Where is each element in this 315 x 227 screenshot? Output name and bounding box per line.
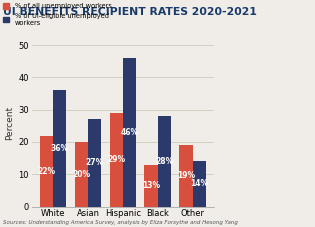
Text: 28%: 28%	[155, 157, 174, 166]
Text: 19%: 19%	[177, 171, 195, 180]
Bar	[123, 58, 136, 207]
Bar	[88, 119, 101, 207]
Bar	[53, 90, 66, 207]
Text: Sources: Understanding America Survey, analysis by Eliza Forsythe and Hesong Yan: Sources: Understanding America Survey, a…	[3, 220, 238, 225]
Text: 46%: 46%	[120, 128, 139, 137]
Text: UI BENEFITS RECIPIENT RATES 2020-2021: UI BENEFITS RECIPIENT RATES 2020-2021	[3, 7, 257, 17]
Text: 14%: 14%	[190, 180, 208, 188]
Bar	[40, 136, 53, 207]
Bar	[193, 161, 206, 207]
Bar	[158, 116, 171, 207]
Text: 22%: 22%	[37, 167, 55, 175]
Text: 29%: 29%	[107, 155, 125, 164]
Legend: % of all unemployed workers, % of UI-eligible unemployed
workers: % of all unemployed workers, % of UI-eli…	[3, 3, 112, 26]
Bar	[179, 145, 193, 207]
Bar	[110, 113, 123, 207]
Text: 20%: 20%	[72, 170, 90, 179]
Text: 13%: 13%	[142, 181, 160, 190]
Bar	[145, 165, 158, 207]
Text: 27%: 27%	[85, 158, 104, 168]
Text: 36%: 36%	[51, 144, 69, 153]
Bar	[75, 142, 88, 207]
Y-axis label: Percent: Percent	[5, 106, 14, 140]
